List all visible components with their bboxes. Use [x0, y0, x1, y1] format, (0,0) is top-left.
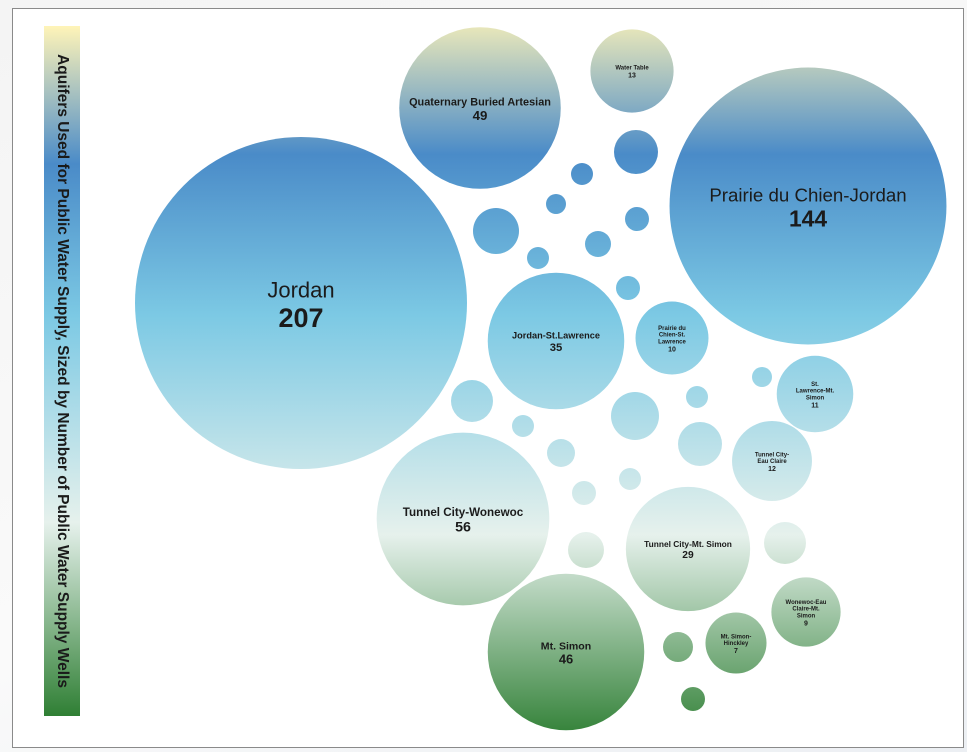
minor-aquifer-bubble — [764, 522, 806, 564]
bubble-value: 35 — [550, 342, 563, 354]
minor-aquifer-bubble — [625, 207, 649, 231]
bubble-label: Tunnel City-Wonewoc — [403, 506, 524, 519]
minor-aquifer-bubble — [752, 367, 772, 387]
aquifer-bubble — [399, 27, 561, 189]
minor-aquifer-bubble — [678, 422, 722, 466]
aquifer-bubble — [590, 29, 674, 113]
minor-aquifer-bubble — [473, 208, 519, 254]
bubble-label: Tunnel City-Mt. Simon — [644, 539, 732, 549]
bubble-label: Eau Claire — [757, 459, 787, 465]
bubble-label: Lawrence — [658, 340, 686, 346]
aquifer-bubble — [705, 612, 767, 674]
aquifer-bubble — [635, 301, 709, 375]
bubble-label: Jordan-St.Lawrence — [512, 331, 600, 341]
minor-aquifer-bubble — [512, 415, 534, 437]
bubble-label: Mt. Simon — [541, 640, 591, 652]
minor-aquifer-bubble — [527, 247, 549, 269]
bubble-label: Tunnel City- — [755, 452, 789, 458]
bubble-label: St. — [811, 382, 819, 388]
aquifer-bubble — [376, 432, 550, 606]
bubble-value: 9 — [804, 621, 808, 628]
bubble-label: Mt. Simon- — [721, 634, 752, 640]
aquifer-bubble — [669, 67, 947, 345]
minor-aquifer-bubble — [663, 632, 693, 662]
bubble-value: 56 — [455, 520, 471, 536]
bubble-value: 46 — [559, 651, 573, 666]
bubble-value: 207 — [278, 303, 323, 333]
minor-aquifer-bubble — [611, 392, 659, 440]
bubble-label: Jordan — [267, 278, 334, 303]
aquifer-bubble — [771, 577, 841, 647]
bubble-label: Claire-Mt. — [792, 607, 820, 613]
bubble-label: Water Table — [615, 66, 649, 72]
minor-aquifer-bubble — [686, 386, 708, 408]
bubble-label: Chien-St. — [659, 333, 686, 339]
minor-aquifer-bubble — [547, 439, 575, 467]
bubble-label: Simon — [806, 396, 825, 402]
minor-aquifer-bubble — [614, 130, 658, 174]
bubble-value: 13 — [628, 73, 636, 80]
bubble-value: 144 — [789, 205, 827, 231]
bubble-value: 12 — [768, 466, 776, 473]
aquifer-bubble — [135, 137, 467, 469]
bubble-label: Hinckley — [724, 641, 749, 647]
minor-aquifer-bubble — [585, 231, 611, 257]
bubble-value: 7 — [734, 648, 738, 655]
aquifer-bubble — [625, 486, 751, 612]
aquifer-bubble — [776, 355, 854, 433]
aquifer-bubble — [487, 272, 625, 410]
aquifer-bubble — [732, 421, 812, 501]
color-legend-bar — [44, 26, 80, 716]
bubble-value: 10 — [668, 347, 676, 354]
minor-aquifer-bubble — [546, 194, 566, 214]
bubble-value: 49 — [473, 108, 488, 123]
bubble-value: 29 — [682, 550, 694, 561]
bubble-label: Lawrence-Mt. — [796, 389, 835, 395]
bubble-label: Wonewoc-Eau — [786, 600, 827, 606]
minor-aquifer-bubble — [451, 380, 493, 422]
minor-aquifer-bubble — [571, 163, 593, 185]
aquifer-bubble — [487, 573, 645, 731]
bubble-label: Prairie du Chien-Jordan — [709, 184, 906, 205]
bubble-label: Prairie du — [658, 326, 686, 332]
minor-aquifer-bubble — [616, 276, 640, 300]
bubble-label: Simon — [797, 614, 816, 620]
minor-aquifer-bubble — [568, 532, 604, 568]
minor-aquifer-bubble — [619, 468, 641, 490]
minor-aquifer-bubble — [681, 687, 705, 711]
bubble-label: Quaternary Buried Artesian — [409, 96, 551, 108]
minor-aquifer-bubble — [572, 481, 596, 505]
bubble-value: 11 — [811, 403, 819, 410]
